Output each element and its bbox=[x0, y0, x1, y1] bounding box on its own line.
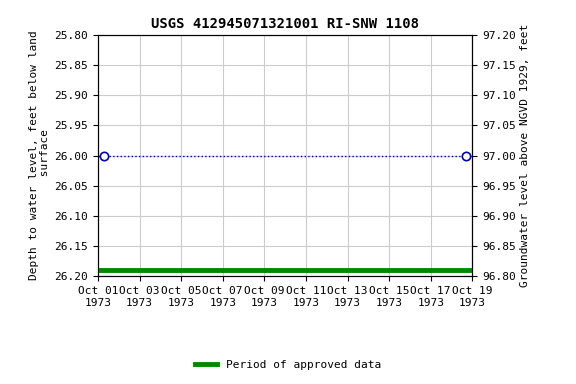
Y-axis label: Groundwater level above NGVD 1929, feet: Groundwater level above NGVD 1929, feet bbox=[520, 24, 530, 287]
Y-axis label: Depth to water level, feet below land
 surface: Depth to water level, feet below land su… bbox=[29, 31, 50, 280]
Legend: Period of approved data: Period of approved data bbox=[191, 356, 385, 375]
Title: USGS 412945071321001 RI-SNW 1108: USGS 412945071321001 RI-SNW 1108 bbox=[151, 17, 419, 31]
